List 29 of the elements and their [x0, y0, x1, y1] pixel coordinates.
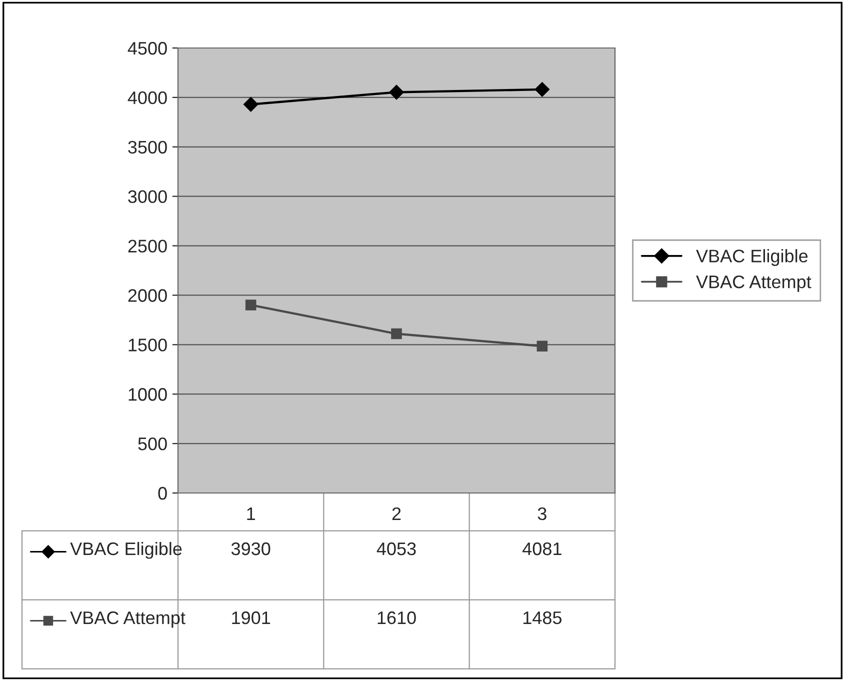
y-tick-label: 2000	[128, 289, 167, 302]
data-label: 4081	[522, 542, 562, 556]
y-tick-label: 2500	[128, 240, 167, 252]
point	[391, 328, 402, 340]
y-tick-label: 1500	[128, 338, 167, 352]
point	[389, 84, 404, 100]
y-tick-label: 1000	[128, 388, 167, 401]
point	[534, 82, 550, 97]
text: VBAC Eligible	[70, 542, 182, 559]
y-tick-label: 4000	[128, 91, 167, 104]
x-tick-label: 3	[538, 507, 546, 520]
data-label: 1901	[232, 611, 270, 624]
point	[243, 96, 258, 112]
point	[536, 340, 548, 352]
point	[245, 300, 256, 310]
y-tick-label: 3500	[128, 140, 167, 154]
x-tick-label: 1	[247, 508, 255, 520]
text: VBAC Attempt	[70, 611, 186, 628]
data-label: 1610	[378, 611, 416, 624]
data-label: 1485	[523, 611, 562, 624]
legend-label: VBAC Eligible	[696, 249, 808, 266]
y-tick-label: 0	[158, 486, 167, 500]
data-label: 3930	[231, 542, 270, 556]
y-tick-label: 500	[138, 437, 167, 450]
y-tick-label: 3000	[128, 190, 167, 204]
x-tick-label: 2	[392, 507, 401, 520]
data-label: 4053	[376, 542, 416, 556]
y-tick-label: 4500	[128, 42, 167, 55]
legend-label: VBAC Attempt	[696, 275, 812, 292]
